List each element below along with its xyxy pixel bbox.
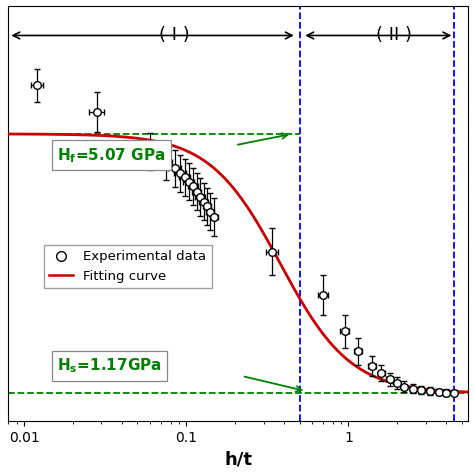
Text: $\mathbf{H_f}$=5.07 GPa: $\mathbf{H_f}$=5.07 GPa <box>57 146 166 164</box>
Text: $\mathbf{H_s}$=1.17GPa: $\mathbf{H_s}$=1.17GPa <box>57 356 162 375</box>
Legend: Experimental data, Fitting curve: Experimental data, Fitting curve <box>44 245 211 288</box>
X-axis label: h/t: h/t <box>224 450 253 468</box>
Text: ( II ): ( II ) <box>375 27 411 45</box>
Text: ( I ): ( I ) <box>159 27 190 45</box>
